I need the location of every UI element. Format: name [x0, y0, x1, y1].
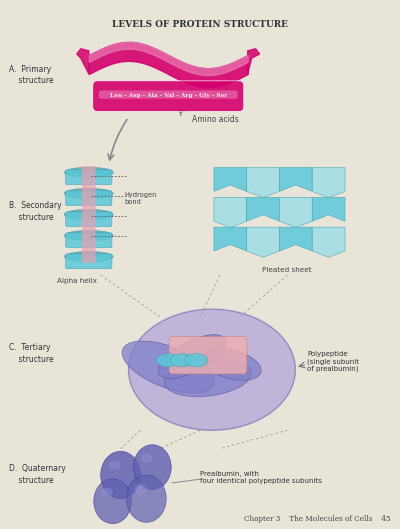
Polygon shape — [280, 227, 312, 251]
Text: Polypeptide
(single subunit
of prealbumin): Polypeptide (single subunit of prealbumi… — [307, 351, 359, 372]
Ellipse shape — [122, 341, 214, 393]
Text: LEVELS OF PROTEIN STRUCTURE: LEVELS OF PROTEIN STRUCTURE — [112, 20, 288, 29]
Polygon shape — [77, 49, 89, 74]
Ellipse shape — [134, 445, 171, 489]
Text: Hydrogen
bond: Hydrogen bond — [124, 192, 157, 205]
Ellipse shape — [101, 451, 140, 499]
FancyBboxPatch shape — [93, 81, 244, 112]
FancyBboxPatch shape — [99, 90, 238, 99]
Polygon shape — [214, 227, 247, 251]
Ellipse shape — [128, 309, 295, 430]
Polygon shape — [312, 227, 345, 257]
Ellipse shape — [101, 488, 113, 497]
Ellipse shape — [126, 475, 166, 522]
FancyBboxPatch shape — [82, 166, 96, 263]
Polygon shape — [247, 168, 280, 198]
FancyBboxPatch shape — [66, 191, 112, 206]
Polygon shape — [312, 168, 345, 198]
Ellipse shape — [64, 230, 113, 241]
Text: Alpha helix: Alpha helix — [57, 278, 97, 284]
Text: C.  Tertiary
    structure: C. Tertiary structure — [9, 343, 54, 364]
Polygon shape — [247, 197, 280, 221]
Ellipse shape — [164, 359, 252, 397]
FancyBboxPatch shape — [66, 233, 112, 248]
Ellipse shape — [184, 354, 208, 367]
Text: Prealbumin, with
four identical polypeptide subunits: Prealbumin, with four identical polypept… — [200, 471, 322, 484]
Ellipse shape — [156, 354, 180, 367]
Polygon shape — [247, 227, 280, 257]
Text: Chapter 3    The Molecules of Cells    45: Chapter 3 The Molecules of Cells 45 — [244, 515, 391, 523]
FancyBboxPatch shape — [169, 336, 247, 374]
Ellipse shape — [109, 461, 120, 470]
Polygon shape — [248, 49, 260, 74]
FancyBboxPatch shape — [66, 170, 112, 185]
Polygon shape — [312, 197, 345, 221]
Ellipse shape — [202, 349, 261, 380]
Polygon shape — [280, 168, 312, 191]
Polygon shape — [280, 197, 312, 227]
Ellipse shape — [141, 454, 152, 463]
Ellipse shape — [64, 251, 113, 262]
Ellipse shape — [64, 209, 113, 220]
Ellipse shape — [158, 335, 226, 379]
Ellipse shape — [64, 188, 113, 199]
FancyBboxPatch shape — [66, 212, 112, 226]
Ellipse shape — [134, 485, 146, 494]
Text: A.  Primary
    structure: A. Primary structure — [9, 65, 54, 85]
Polygon shape — [214, 168, 247, 191]
FancyBboxPatch shape — [66, 254, 112, 269]
Text: B.  Secondary
    structure: B. Secondary structure — [9, 202, 62, 222]
Text: Pleated sheet: Pleated sheet — [262, 267, 311, 273]
Text: D.  Quaternary
    structure: D. Quaternary structure — [9, 464, 66, 485]
Ellipse shape — [170, 354, 194, 367]
Text: Leu - Asp - Ala - Val - Arg - Gly - Ser: Leu - Asp - Ala - Val - Arg - Gly - Ser — [110, 93, 227, 98]
Polygon shape — [214, 197, 247, 227]
Text: Amino acids: Amino acids — [192, 114, 239, 124]
Ellipse shape — [64, 167, 113, 178]
Ellipse shape — [94, 479, 132, 524]
